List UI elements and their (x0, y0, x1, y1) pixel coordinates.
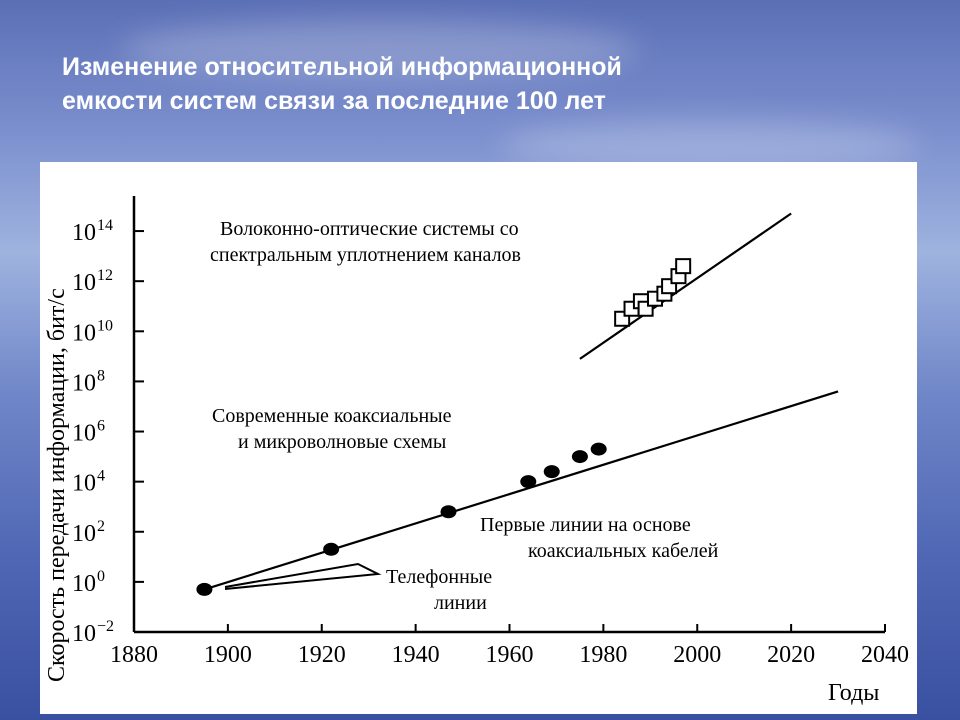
slide-title: Изменение относительной информационной е… (62, 50, 862, 118)
y-axis-title: Скорость передачи информации, бит/с (44, 288, 70, 682)
annotation-telephone-line2: линии (434, 592, 487, 614)
y-tick-exponent: −2 (97, 618, 114, 635)
data-point-circle (590, 442, 607, 456)
y-tick-exponent: 14 (97, 217, 113, 234)
y-tick-exponent: 10 (97, 317, 113, 334)
telephone-callout (224, 562, 382, 590)
data-point-circle (196, 582, 213, 596)
data-point-circle (440, 505, 457, 519)
trend-line-1 (204, 390, 839, 591)
trend-line-2 (579, 212, 792, 360)
background-cloud (500, 120, 920, 170)
chart-panel: 1880 1900 1920 1940 1960 1980 2000 2020 2040 10 −2… (40, 162, 917, 714)
data-points (196, 258, 692, 596)
annotation-coax-micro-line2: и микроволновые схемы (238, 431, 446, 453)
x-tick-label: 2000 (673, 642, 721, 668)
x-tick-label: 1960 (486, 642, 534, 668)
trend-lines (204, 212, 839, 591)
slide-title-line1: Изменение относительной информационной (62, 53, 622, 81)
telephone-callout-line (224, 562, 382, 590)
annotation-telephone-line1: Телефонные (386, 566, 492, 588)
data-point-square (675, 258, 692, 275)
slide-title-line2: емкости систем связи за последние 100 ле… (62, 87, 606, 115)
x-tick-label: 1880 (110, 642, 158, 668)
y-tick-label: 10 (72, 320, 96, 346)
data-point-circle (520, 475, 537, 489)
x-tick-label: 1940 (392, 642, 440, 668)
y-tick-label: 10 (72, 421, 96, 447)
background-cloud (120, 20, 640, 80)
y-tick-label: 10 (72, 571, 96, 597)
y-tick-exponent: 0 (97, 568, 105, 585)
x-axis-title: Годы (828, 680, 879, 706)
annotation-fiber-line1: Волоконно-оптические системы со (220, 218, 519, 240)
x-tick-label: 1980 (579, 642, 627, 668)
x-tick-label: 2040 (861, 642, 909, 668)
annotation-first-coax-line2: коаксиальных кабелей (528, 540, 719, 562)
data-point-circle (543, 465, 560, 479)
y-tick-exponent: 2 (97, 518, 105, 535)
annotation-fiber-line2: спектральным уплотнением каналов (210, 244, 521, 266)
y-tick-label: 10 (72, 220, 96, 246)
y-tick-label: 10 (72, 270, 96, 296)
y-tick-label: 10 (72, 521, 96, 547)
x-tick-label: 2020 (767, 642, 815, 668)
x-tick-label: 1920 (298, 642, 346, 668)
y-tick-label: 10 (72, 370, 96, 396)
annotation-first-coax-line1: Первые линии на основе (480, 514, 691, 536)
y-tick-label: 10 (72, 621, 96, 647)
y-tick-exponent: 8 (97, 367, 105, 384)
y-tick-exponent: 6 (97, 418, 105, 435)
annotation-coax-micro-line1: Современные коаксиальные (212, 405, 452, 427)
y-tick-exponent: 12 (97, 267, 113, 284)
data-point-circle (571, 450, 588, 464)
data-point-circle (323, 542, 340, 556)
y-tick-label: 10 (72, 471, 96, 497)
y-tick-exponent: 4 (97, 468, 105, 485)
x-tick-label: 1900 (204, 642, 252, 668)
